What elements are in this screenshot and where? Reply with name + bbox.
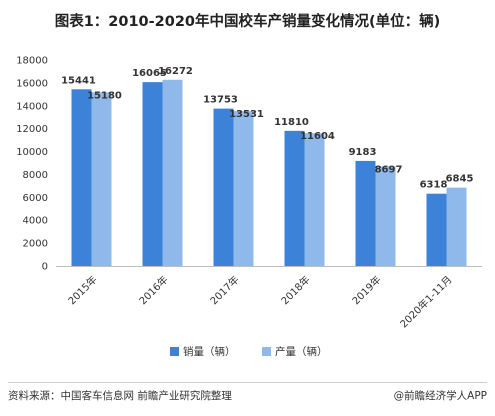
y-tick-label: 10000 [16, 147, 48, 158]
y-tick-label: 2000 [23, 239, 48, 250]
x-axis: 2015年 2016年 2017年 2018年 2019年 2020年1-11月 [56, 266, 482, 330]
data-label: 9183 [349, 147, 377, 158]
bar-production [375, 166, 396, 266]
legend: 销量（辆） 产量（辆） [170, 345, 328, 358]
x-tick-label: 2017年 [207, 273, 241, 307]
legend-label: 产量（辆） [275, 345, 328, 358]
bar-production [233, 111, 254, 266]
bar-chart: 0 2000 4000 6000 8000 10000 12000 14000 16000 180… [16, 56, 482, 358]
y-tick-label: 8000 [23, 170, 48, 181]
y-tick-label: 18000 [16, 56, 48, 67]
y-tick-label: 16000 [16, 78, 48, 89]
y-tick-label: 0 [42, 262, 48, 273]
bars [71, 79, 467, 267]
bar-sales [213, 108, 234, 266]
y-tick-label: 6000 [23, 193, 48, 204]
x-tick-label: 2015年 [65, 273, 99, 307]
chart-title: 图表1：2010-2020年中国校车产销量变化情况(单位：辆) [54, 14, 441, 30]
data-label: 11604 [300, 131, 335, 142]
legend-label: 销量（辆） [183, 345, 236, 358]
brand-credit: @前瞻经济学人APP [393, 390, 487, 402]
data-label: 15441 [61, 75, 96, 86]
bar-production [304, 133, 325, 266]
footer-divider [8, 382, 487, 383]
x-tick-label: 2019年 [349, 273, 383, 307]
bar-sales [355, 160, 376, 266]
y-tick-label: 4000 [23, 216, 48, 227]
data-label: 8697 [375, 164, 403, 175]
bar-sales [142, 82, 163, 267]
legend-swatch [262, 347, 271, 356]
data-label: 6845 [446, 174, 474, 185]
data-label: 13753 [203, 95, 238, 106]
bar-production [91, 92, 112, 266]
x-tick-label: 2020年1-11月 [397, 273, 454, 330]
y-tick-label: 12000 [16, 124, 48, 135]
bar-production [446, 187, 467, 266]
bar-sales [71, 89, 92, 266]
data-label: 11810 [274, 117, 309, 128]
y-tick-label: 14000 [16, 101, 48, 112]
x-tick-label: 2018年 [278, 273, 312, 307]
data-label: 15180 [87, 90, 122, 101]
x-tick-label: 2016年 [136, 273, 170, 307]
source-note: 资料来源：中国客车信息网 前瞻产业研究院整理 [8, 390, 232, 402]
bar-sales [284, 130, 305, 266]
legend-swatch [170, 347, 179, 356]
y-axis: 0 2000 4000 6000 8000 10000 12000 14000 16000 180… [16, 56, 48, 273]
data-label: 16272 [158, 66, 193, 77]
bar-production [162, 79, 183, 266]
data-label: 13531 [229, 109, 264, 120]
data-label: 16065 [132, 68, 167, 79]
bar-sales [426, 193, 447, 266]
data-label: 6318 [420, 180, 448, 191]
